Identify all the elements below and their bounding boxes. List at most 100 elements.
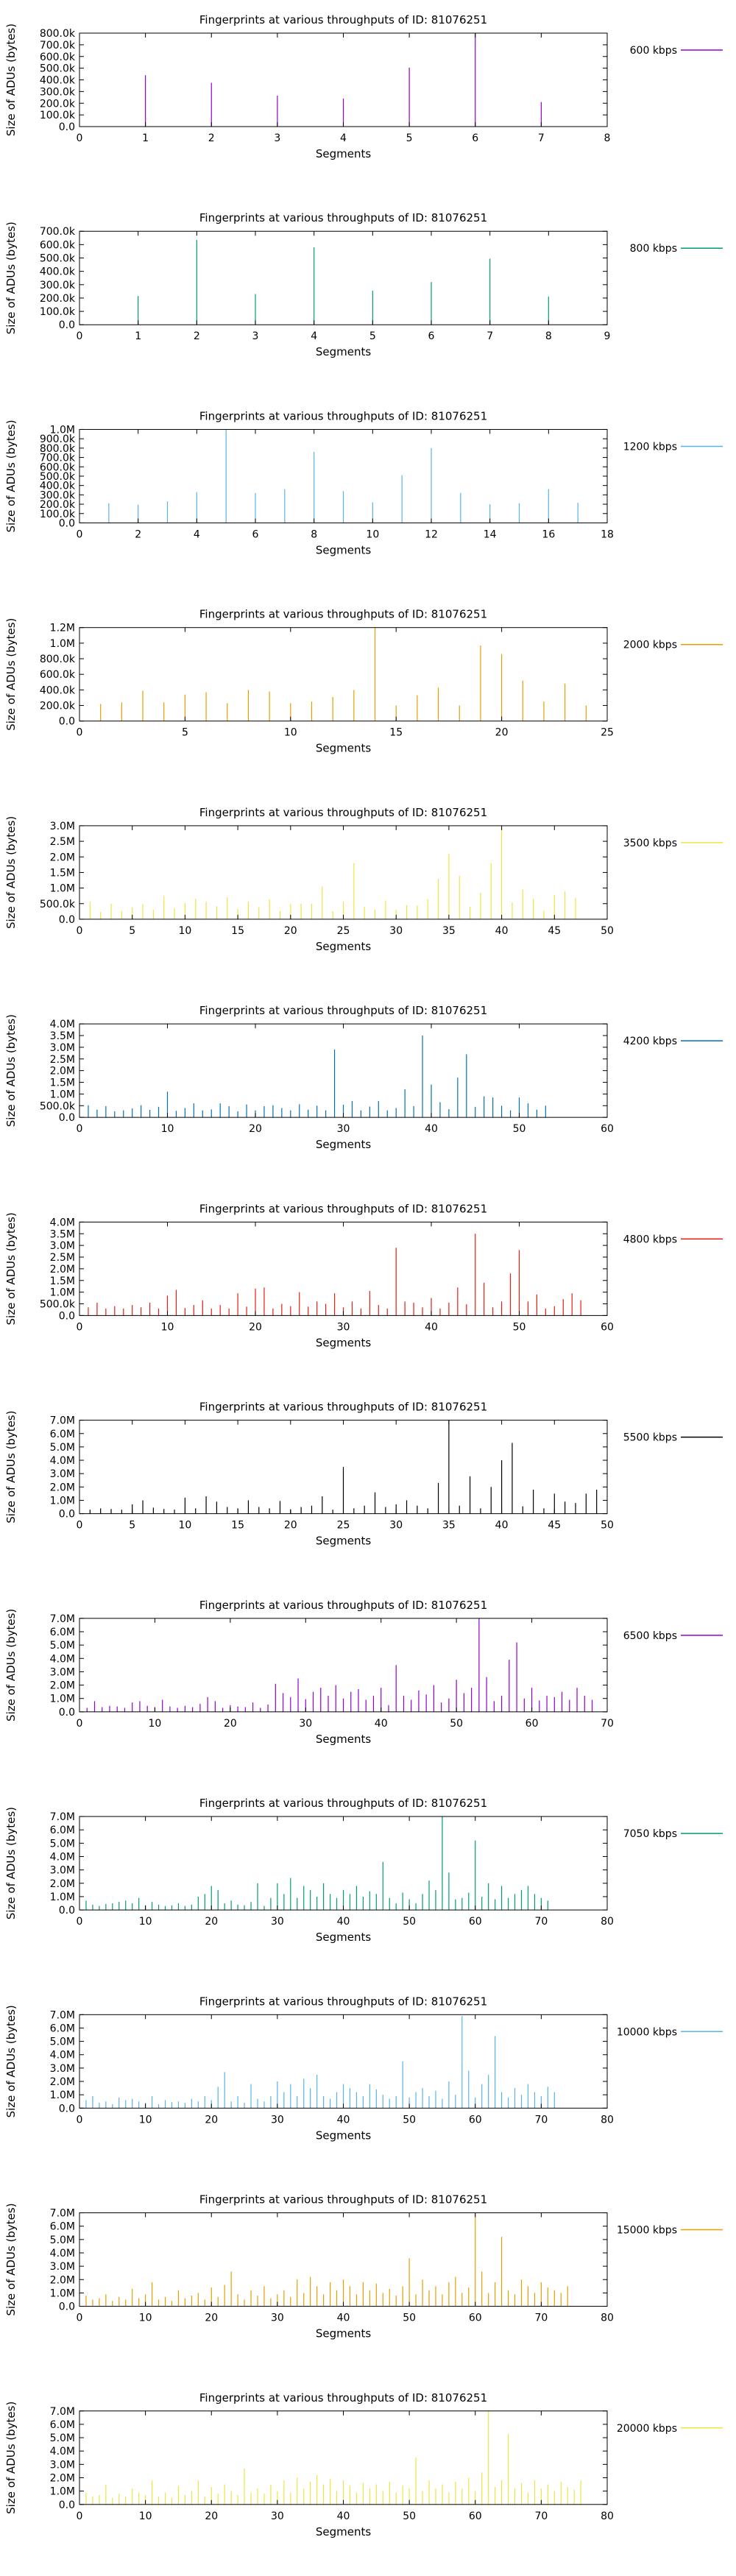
legend-label: 600 kbps	[630, 45, 677, 57]
x-tick-label: 50	[450, 1718, 463, 1730]
x-tick-label: 15	[389, 727, 403, 739]
x-tick-label: 0	[77, 1123, 83, 1135]
x-tick-label: 30	[337, 1123, 350, 1135]
y-tick-label: 3.5M	[50, 1030, 75, 1042]
x-tick-label: 0	[77, 727, 83, 739]
x-tick-label: 10	[139, 1916, 152, 1928]
y-tick-label: 4.0M	[50, 2050, 75, 2062]
x-tick-label: 30	[271, 2313, 284, 2324]
x-tick-label: 30	[271, 2510, 284, 2522]
y-tick-label: 0.0	[59, 2499, 75, 2511]
plot-area	[79, 230, 608, 325]
x-axis-label: Segments	[316, 2525, 372, 2538]
x-tick-label: 0	[77, 1718, 83, 1730]
bar-series	[86, 1618, 593, 1712]
y-tick-label: 900.0k	[40, 434, 76, 445]
y-axis-label: Size of ADUs (bytes)	[4, 222, 18, 334]
y-axis-label: Size of ADUs (bytes)	[4, 816, 18, 929]
x-axis-label: Segments	[316, 1931, 372, 1944]
y-tick-label: 7.0M	[50, 2009, 75, 2021]
chart-panel: Fingerprints at various throughputs of I…	[4, 1599, 723, 1746]
chart-title: Fingerprints at various throughputs of I…	[199, 1004, 487, 1017]
legend-label: 15000 kbps	[617, 2225, 677, 2237]
x-tick-label: 25	[601, 727, 614, 739]
x-axis-label: Segments	[316, 543, 372, 556]
x-tick-label: 0	[77, 132, 83, 144]
y-tick-label: 0.0	[59, 914, 75, 926]
x-tick-label: 10	[161, 1321, 174, 1333]
y-tick-label: 6.0M	[50, 1429, 75, 1440]
y-tick-label: 0.0	[59, 2103, 75, 2115]
chart-title: Fingerprints at various throughputs of I…	[199, 1797, 487, 1810]
y-tick-label: 500.0k	[40, 253, 76, 265]
x-tick-label: 0	[77, 1916, 83, 1928]
chart-panel: Fingerprints at various throughputs of I…	[4, 409, 723, 556]
plot-area	[79, 1023, 608, 1118]
x-tick-label: 40	[337, 2510, 350, 2522]
x-tick-label: 10	[139, 2114, 152, 2126]
y-tick-label: 0.0	[59, 121, 75, 133]
x-tick-label: 80	[601, 2114, 614, 2126]
y-tick-label: 3.0M	[50, 821, 75, 832]
x-tick-label: 0	[77, 2313, 83, 2324]
y-tick-label: 0.0	[59, 716, 75, 728]
chart-title: Fingerprints at various throughputs of I…	[199, 1202, 487, 1215]
x-tick-label: 60	[601, 1123, 614, 1135]
y-tick-label: 3.0M	[50, 1666, 75, 1678]
legend-label: 1200 kbps	[623, 441, 677, 453]
legend-label: 3500 kbps	[623, 838, 677, 849]
y-tick-label: 800.0k	[40, 443, 76, 455]
x-tick-label: 12	[425, 528, 438, 540]
x-tick-label: 30	[271, 1916, 284, 1928]
y-tick-label: 0.0	[59, 1905, 75, 1917]
y-tick-label: 500.0k	[40, 1299, 76, 1311]
y-tick-label: 400.0k	[40, 75, 76, 87]
x-tick-label: 0	[77, 1321, 83, 1333]
y-tick-label: 500.0k	[40, 471, 76, 483]
chart-title: Fingerprints at various throughputs of I…	[199, 1401, 487, 1414]
y-tick-label: 3.0M	[50, 2459, 75, 2471]
y-tick-label: 2.0M	[50, 1878, 75, 1890]
legend-label: 4800 kbps	[623, 1234, 677, 1245]
chart-title: Fingerprints at various throughputs of I…	[199, 1995, 487, 2008]
chart-panel: Fingerprints at various throughputs of I…	[4, 806, 723, 953]
x-tick-label: 20	[284, 1520, 297, 1532]
y-tick-label: 3.0M	[50, 1468, 75, 1480]
legend-label: 5500 kbps	[623, 1432, 677, 1444]
bar-series	[85, 2410, 581, 2505]
bar-series	[88, 1234, 581, 1316]
legend: 15000 kbps	[617, 2225, 723, 2237]
y-tick-label: 7.0M	[50, 1415, 75, 1427]
y-tick-label: 1.0M	[50, 2486, 75, 2498]
x-tick-label: 10	[161, 1123, 174, 1135]
x-tick-label: 20	[495, 727, 509, 739]
x-tick-label: 45	[548, 925, 561, 937]
x-tick-label: 30	[337, 1321, 350, 1333]
chart-title: Fingerprints at various throughputs of I…	[199, 211, 487, 224]
x-tick-label: 60	[469, 2114, 482, 2126]
y-tick-label: 3.0M	[50, 2063, 75, 2075]
x-tick-label: 25	[337, 1520, 350, 1532]
x-tick-label: 30	[389, 925, 403, 937]
y-tick-label: 200.0k	[40, 701, 76, 712]
legend: 1200 kbps	[623, 441, 723, 453]
y-tick-label: 0.0	[59, 1707, 75, 1719]
x-tick-label: 10	[139, 2313, 152, 2324]
y-tick-label: 300.0k	[40, 280, 76, 291]
y-axis-label: Size of ADUs (bytes)	[4, 1609, 18, 1722]
x-tick-label: 70	[534, 2510, 548, 2522]
y-tick-label: 1.5M	[50, 1275, 75, 1287]
legend-label: 800 kbps	[630, 243, 677, 255]
x-tick-label: 15	[231, 925, 244, 937]
bar-series	[89, 1420, 598, 1514]
y-tick-label: 2.5M	[50, 836, 75, 848]
y-tick-label: 100.0k	[40, 509, 76, 520]
bar-series	[100, 627, 587, 721]
y-axis-label: Size of ADUs (bytes)	[4, 618, 18, 731]
chart-panel: Fingerprints at various throughputs of I…	[4, 2193, 723, 2340]
y-tick-label: 500.0k	[40, 63, 76, 75]
y-axis-label: Size of ADUs (bytes)	[4, 2402, 18, 2514]
x-tick-label: 20	[249, 1321, 262, 1333]
x-tick-label: 50	[403, 2313, 416, 2324]
